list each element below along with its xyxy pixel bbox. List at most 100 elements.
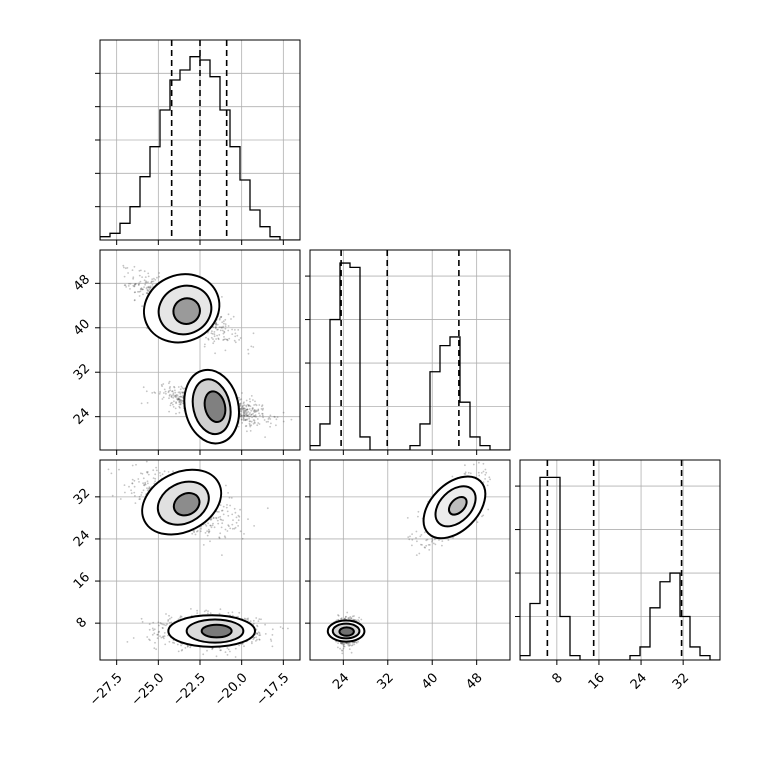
scatter-point [179,392,182,395]
scatter-point [242,415,245,417]
scatter-point [243,415,246,418]
scatter-point [224,338,227,340]
scatter-point [138,495,141,498]
scatter-point [478,461,480,464]
scatter-point [213,340,216,343]
scatter-point [227,492,230,494]
scatter-point [163,635,166,638]
scatter-point [220,526,223,529]
scatter-point [220,519,223,521]
density-contour [203,390,227,423]
scatter-point [244,419,247,421]
scatter-point [240,414,242,417]
scatter-point [174,389,176,392]
scatter-point [242,407,245,410]
scatter-point [167,391,170,394]
panel-2d-param-2-vs-param-3: 24 32 40 48 [305,459,511,693]
scatter-point [418,552,421,555]
scatter-point [159,391,162,393]
scatter-point [224,323,227,325]
scatter-point [133,291,136,294]
scatter-point [140,472,142,475]
scatter-point [258,638,261,641]
scatter-point [175,394,178,396]
scatter-point [146,487,148,490]
scatter-point [252,622,255,625]
scatter-point [196,530,198,533]
scatter-point [169,404,172,407]
scatter-point [421,544,423,546]
scatter-point [210,332,213,335]
scatter-point [219,329,222,332]
scatter-point [163,470,166,473]
scatter-point [110,472,113,475]
scatter-point [178,398,181,400]
scatter-point [161,473,164,476]
scatter-point [261,413,264,415]
scatter-point [224,318,227,321]
scatter-point [241,404,244,407]
scatter-point [245,399,248,402]
scatter-point [140,617,143,620]
scatter-point [262,407,264,410]
scatter-point [147,275,150,278]
scatter-point [137,283,140,286]
scatter-point [226,654,229,656]
scatter-point [127,272,129,274]
scatter-point [253,410,255,413]
scatter-point [140,288,143,291]
scatter-point [251,641,253,643]
scatter-point [226,647,229,649]
scatter-point [138,498,141,501]
scatter-point [241,414,243,417]
scatter-point [228,337,231,340]
scatter-point [167,619,170,621]
scatter-point [256,632,258,634]
scatter-point [141,491,143,494]
scatter-point [212,326,215,329]
scatter-point [129,288,131,290]
scatter-point [242,416,245,419]
scatter-point [411,538,414,541]
scatter-point [220,649,222,652]
scatter-point [251,408,254,411]
scatter-point [212,338,214,340]
scatter-point [147,281,149,283]
scatter-point [248,408,251,410]
scatter-point [486,484,489,487]
scatter-point [255,617,258,619]
scatter-point [447,539,450,541]
scatter-point [133,265,136,268]
y-tick-label: 32 [71,361,93,383]
scatter-point [215,322,217,325]
scatter-point [181,648,184,651]
scatter-point [168,390,170,392]
scatter-point [282,411,285,414]
scatter-point [248,417,251,420]
scatter-point [151,392,154,394]
scatter-point [226,530,229,532]
scatter-point [145,460,148,463]
scatter-point [224,651,227,653]
scatter-point [138,283,140,286]
scatter-point [223,322,225,325]
scatter-point [180,401,183,404]
scatter-point [207,528,210,531]
scatter-point [223,331,226,334]
scatter-point [147,487,150,490]
scatter-point [431,539,434,542]
scatter-point [215,517,218,520]
scatter-point [237,514,240,517]
scatter-point [213,335,216,338]
scatter-point [224,325,227,327]
scatter-point [159,474,162,477]
scatter-point [220,326,223,329]
scatter-point [249,412,251,414]
scatter-point [239,413,242,415]
scatter-point [175,396,178,398]
scatter-point [166,623,168,626]
scatter-point [196,609,199,612]
scatter-point [255,410,257,413]
scatter-point [204,532,207,534]
scatter-point [132,284,135,287]
